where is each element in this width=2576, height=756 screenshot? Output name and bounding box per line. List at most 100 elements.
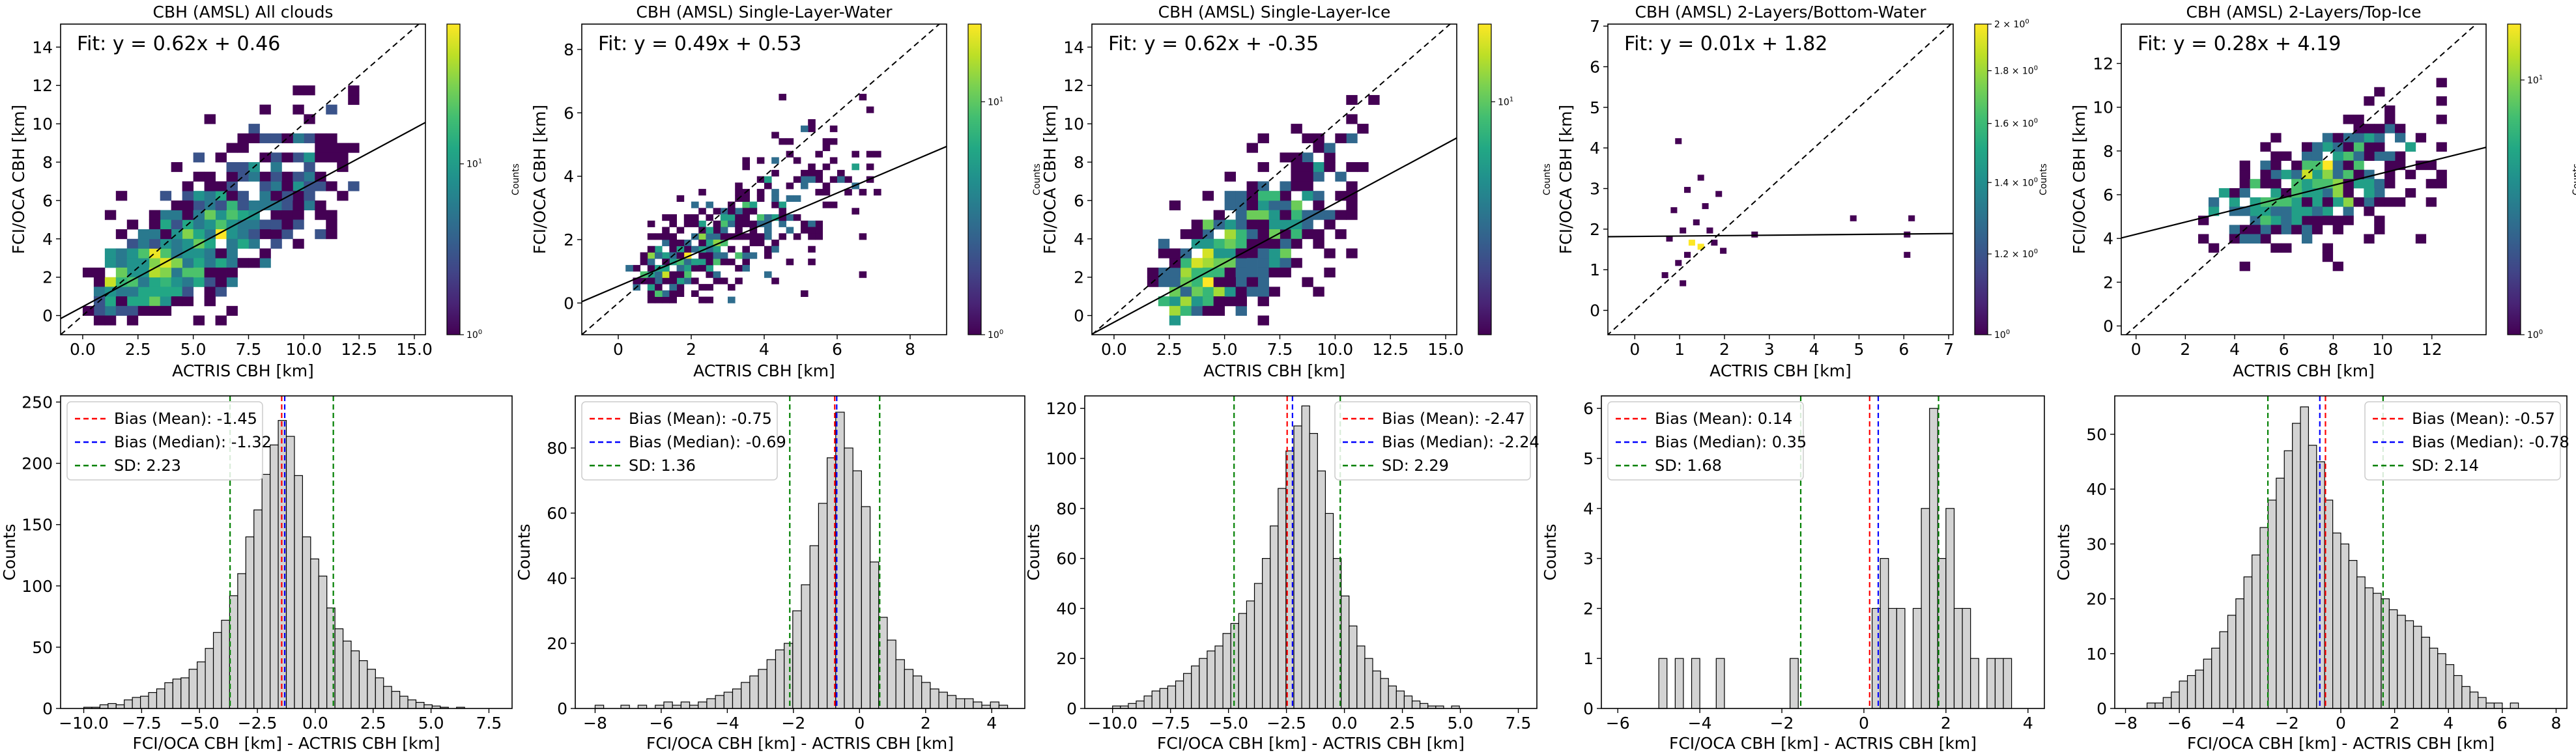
heatmap-cell [1169, 315, 1181, 326]
heatmap-cell [171, 210, 183, 220]
histogram-bar [766, 659, 777, 709]
heatmap-cell [2322, 133, 2334, 143]
histogram-bar [1183, 673, 1192, 709]
y-tick-label: 12 [32, 76, 53, 95]
histogram-bar [2461, 686, 2470, 709]
heatmap-cell [193, 219, 205, 230]
histogram-bar [2235, 598, 2244, 709]
heatmap-cell [160, 296, 172, 307]
heatmap-cell [655, 277, 663, 285]
heatmap-cell [779, 94, 786, 101]
heatmap-cell [1180, 287, 1192, 297]
heatmap-cell [852, 150, 859, 158]
heatmap-cell [2250, 206, 2261, 216]
heatmap-cell [2332, 225, 2343, 234]
x-axis-label: ACTRIS CBH [km] [1203, 361, 1345, 380]
histogram-bar [1278, 488, 1287, 709]
heatmap-cell [1246, 258, 1258, 268]
x-tick-label: 0 [2131, 340, 2141, 359]
heatmap-cell [1191, 287, 1203, 297]
heatmap-cell [1268, 200, 1280, 211]
x-tick-label: 6 [2497, 714, 2508, 733]
legend: Bias (Mean): -2.47 Bias (Median): -2.24 SD… [1334, 401, 1539, 481]
legend-entry-median: Bias (Median): -1.32 [114, 433, 272, 451]
heatmap-cell [237, 229, 249, 240]
heatmap-cell [2322, 252, 2334, 262]
heatmap-cell [2426, 178, 2437, 189]
x-tick-label: 2.5 [1156, 340, 1182, 359]
heatmap-cell [822, 182, 831, 189]
heatmap-cell [698, 220, 706, 227]
heatmap-cell [1280, 191, 1291, 201]
heatmap-cell [2260, 169, 2271, 180]
histogram-panel-4: −6 −4 −2 0 2 4 0 1 2 3 4 5 6 FCI/OCA CBH [km] - ACTRI… [1541, 395, 2045, 753]
heatmap-cell [2332, 169, 2343, 180]
x-axis-label: FCI/OCA CBH [km] - ACTRIS CBH [km] [1157, 734, 1465, 753]
heatmap-cell [779, 233, 786, 240]
heatmap-cell [1302, 181, 1313, 191]
heatmap-cell [713, 245, 721, 253]
histogram-bar [680, 701, 691, 709]
heatmap-cell [1357, 124, 1369, 134]
x-axis-label: ACTRIS CBH [km] [1710, 361, 1852, 380]
heatmap-cell [1706, 227, 1713, 234]
heatmap-cell [2239, 169, 2250, 180]
heatmap-cell [237, 133, 249, 143]
heatmap-cell [1268, 267, 1280, 278]
heatmap-cell [756, 189, 765, 196]
heatmap-cell [1169, 267, 1181, 278]
heatmap-cell [1850, 215, 1857, 221]
heatmap-cell [259, 229, 271, 240]
heatmap-cell [104, 258, 117, 268]
heatmap-cell [764, 214, 772, 221]
histogram-bar [1372, 670, 1381, 709]
heatmap-cell [193, 277, 205, 287]
histogram-bar [938, 692, 948, 709]
heatmap-cell [815, 220, 823, 227]
histogram-bar [2267, 499, 2277, 709]
heatmap-cell [764, 233, 772, 240]
x-tick-label: 2.5 [1390, 714, 1416, 733]
heatmap-cell [1257, 191, 1269, 201]
heatmap-cell [1268, 248, 1280, 259]
heatmap-cell [204, 258, 216, 268]
heatmap-cell [93, 277, 106, 287]
heatmap-cell [237, 210, 249, 220]
heatmap-cell [204, 287, 216, 297]
heatmap-cell [315, 229, 326, 240]
heatmap-cell [304, 200, 315, 211]
heatmap-cell [1235, 238, 1247, 249]
heatmap-cell [2311, 169, 2323, 180]
colorbar [446, 23, 461, 335]
heatmap-cell [2260, 160, 2271, 171]
heatmap-cell [1291, 181, 1302, 191]
heatmap-cell [1235, 258, 1247, 268]
one-to-one-line [2125, 24, 2478, 335]
heatmap-cell [126, 258, 139, 268]
heatmap-cell [1346, 210, 1358, 220]
heatmap-cell [1324, 219, 1336, 230]
heatmap-cell [2239, 178, 2250, 189]
legend-entry-sd: SD: 1.36 [629, 456, 696, 475]
heatmap-cell [698, 239, 706, 247]
heatmap-cell [281, 200, 293, 211]
heatmap-cell [706, 239, 713, 247]
heatmap-cell [728, 296, 736, 303]
heatmap-cell [801, 169, 809, 177]
heatmap-cell [160, 287, 172, 297]
x-tick-label: 4 [2443, 714, 2454, 733]
heatmap-cell [808, 220, 816, 227]
heatmap-cell [270, 219, 282, 230]
heatmap-cell [1158, 277, 1170, 287]
heatmap-cell [171, 258, 183, 268]
heatmap-cell [1335, 210, 1347, 220]
x-tick-label: 2 [921, 714, 931, 733]
heatmap-cell [326, 181, 337, 191]
heatmap-cell [655, 233, 663, 240]
heatmap-cell [281, 229, 293, 240]
x-tick-label: 1 [1674, 340, 1685, 359]
heatmap-cell [822, 138, 831, 145]
heatmap-cell [2270, 169, 2282, 180]
heatmap-cell [259, 171, 271, 182]
chart-title: CBH (AMSL) Single-Layer-Ice [1158, 3, 1391, 21]
